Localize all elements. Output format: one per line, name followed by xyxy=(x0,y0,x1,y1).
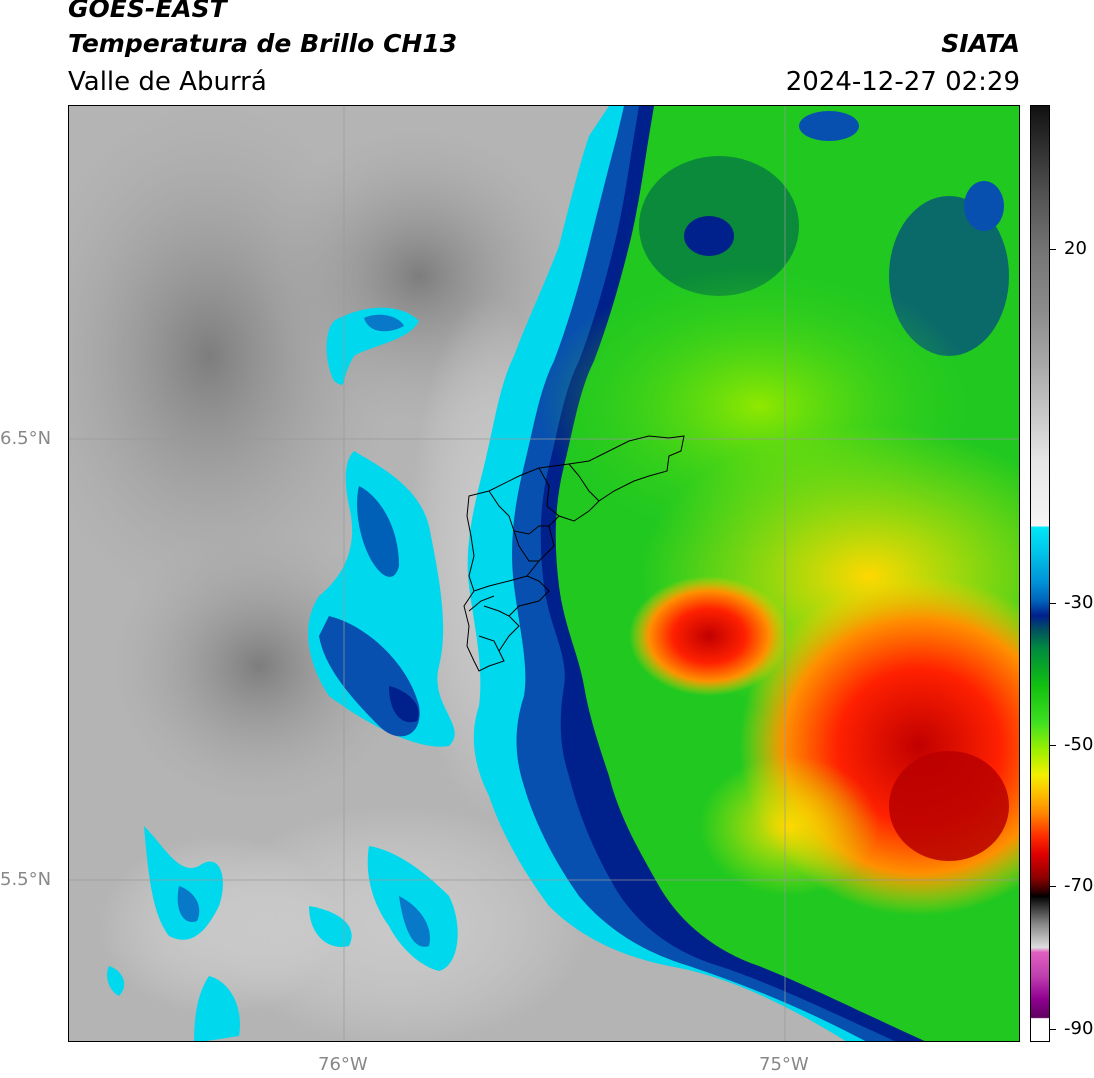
lat-label-5-5: 5.5°N xyxy=(0,869,52,890)
region-label: Valle de Aburrá xyxy=(68,67,267,97)
cold-top-top xyxy=(799,111,859,141)
colorbar xyxy=(1030,105,1050,1042)
colorbar-tick xyxy=(1050,745,1056,746)
gridlines xyxy=(69,106,1019,1041)
cold-top-n xyxy=(684,216,734,256)
isolated-cells xyxy=(107,307,458,1041)
cold-top-ne xyxy=(964,181,1004,231)
colorbar-label-minus90: -90 xyxy=(1064,1018,1094,1039)
product-title: Temperatura de Brillo CH13 xyxy=(68,29,458,58)
deep-red-core xyxy=(889,751,1009,861)
red-cell-center xyxy=(629,576,789,696)
colorbar-label-minus30: -30 xyxy=(1064,592,1094,613)
municipal-boundaries xyxy=(463,435,685,672)
datetime-label: 2024-12-27 02:29 xyxy=(785,67,1020,97)
yellow-cell-south xyxy=(699,756,879,896)
colorbar-label-minus70: -70 xyxy=(1064,875,1094,896)
lon-label-76w: 76°W xyxy=(318,1054,368,1075)
colorbar-tick xyxy=(1050,1029,1056,1030)
colorbar-label-minus50: -50 xyxy=(1064,734,1094,755)
colorbar-tick xyxy=(1050,603,1056,604)
lat-label-6-5: 6.5°N xyxy=(0,428,52,449)
colorbar-label-20: 20 xyxy=(1064,238,1087,259)
colorbar-tick xyxy=(1050,249,1056,250)
colorbar-tick xyxy=(1050,886,1056,887)
satellite-map[interactable] xyxy=(68,105,1020,1042)
satellite-title: GOES-EAST xyxy=(68,0,227,23)
map-canvas xyxy=(69,106,1019,1041)
agency-label: SIATA xyxy=(941,29,1020,58)
lon-label-75w: 75°W xyxy=(759,1054,809,1075)
